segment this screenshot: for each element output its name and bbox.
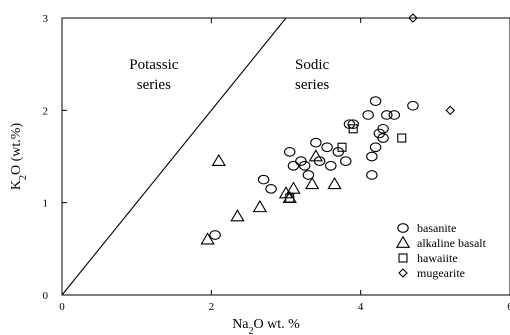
hawaiite-point	[397, 133, 407, 143]
series-divider-line	[61, 17, 287, 296]
alkaline-basalt-point	[211, 153, 226, 167]
hawaiite-point	[348, 124, 358, 134]
basanite-point	[369, 96, 382, 106]
alkaline-basalt-point	[230, 209, 245, 222]
basanite-point	[366, 170, 378, 180]
basanite-point	[339, 156, 352, 166]
basanite-point	[321, 142, 333, 153]
mugearite-point	[445, 105, 456, 116]
y-axis-title-rest: O (wt.%)	[9, 123, 24, 175]
basanite-point	[377, 123, 389, 134]
x-axis-title-base: Na	[232, 317, 249, 332]
alkaline-basalt-point	[252, 199, 268, 213]
legend-alkaline-basalt-label: alkaline basalt	[417, 236, 487, 250]
hawaiite-point	[337, 142, 347, 152]
legend-mugearite-label: mugearite	[417, 266, 465, 280]
mugearite-point	[408, 13, 418, 23]
y-axis-title-subscript: 2	[18, 175, 29, 180]
basanite-point	[366, 151, 378, 162]
x-tick-label: 4	[358, 301, 364, 313]
legend-mugearite-marker	[398, 268, 408, 278]
legend-hawaiite-label: hawaiite	[417, 251, 458, 265]
basanite-point	[283, 147, 296, 157]
basanite-point	[388, 110, 401, 120]
x-tick-label: 6	[507, 301, 510, 313]
basanite-point	[257, 174, 270, 185]
x-axis-title: Na2O wt. %	[232, 317, 300, 335]
basanite-point	[302, 170, 315, 180]
basanite-point	[407, 100, 419, 111]
potassic-series-label-line-1: Potassic	[129, 57, 179, 73]
legend-alkaline-basalt-marker	[395, 235, 411, 248]
y-tick-label: 2	[43, 105, 49, 117]
y-tick-label: 1	[43, 198, 49, 210]
sodic-series-label-line-1: Sodic	[295, 57, 330, 73]
legend-hawaiite-marker	[398, 253, 408, 263]
alkaline-basalt-point	[308, 149, 324, 162]
hawaiite-point	[285, 193, 295, 203]
basanite-point	[287, 160, 300, 171]
alkaline-basalt-point	[200, 232, 215, 245]
basanite-point	[310, 137, 322, 148]
basanite-point	[347, 119, 359, 130]
basanite-point	[209, 230, 221, 240]
legend-basanite-label: basanite	[417, 221, 456, 235]
basanite-point	[325, 160, 337, 171]
alkaline-basalt-point	[286, 181, 301, 194]
y-axis-title-base: K	[9, 180, 24, 190]
y-tick-label: 0	[43, 290, 49, 302]
plot-frame-group	[61, 17, 510, 296]
x-axis-title-rest: O wt. %	[254, 317, 301, 332]
basanite-point	[377, 133, 389, 143]
y-tick-label: 3	[43, 13, 49, 25]
legend-basanite-marker	[397, 223, 409, 233]
alkaline-basalt-point	[327, 176, 342, 190]
basanite-point	[362, 110, 374, 120]
basanite-point	[265, 183, 277, 194]
basanite-point	[369, 142, 382, 153]
basanite-point	[298, 160, 311, 171]
x-tick-label: 0	[59, 301, 65, 313]
potassic-series-label-line-2: series	[137, 77, 171, 93]
sodic-series-label-line-2: series	[295, 77, 329, 93]
x-tick-label: 2	[209, 301, 215, 313]
data-points-group	[200, 13, 456, 245]
x-axis-title-subscript: 2	[249, 326, 254, 335]
alkaline-basalt-point	[304, 176, 320, 190]
basanite-point	[381, 110, 393, 120]
y-axis-title: K2O (wt.%)	[9, 123, 29, 191]
